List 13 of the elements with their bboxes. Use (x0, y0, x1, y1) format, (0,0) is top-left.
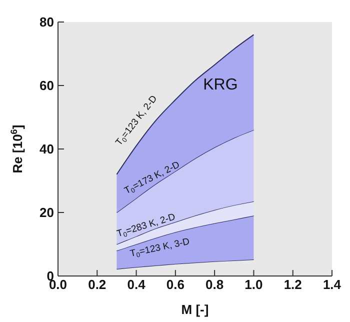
y-tick-label: 80 (40, 14, 54, 30)
x-tick-label: 0.2 (88, 277, 106, 292)
y-tick-label: 40 (40, 142, 54, 157)
y-tick-label: 60 (40, 78, 54, 94)
x-tick-label: 0.8 (206, 277, 224, 292)
y-tick-label: 20 (40, 205, 54, 220)
x-tick-label: 0.4 (127, 277, 146, 292)
x-tick-label: 1.2 (284, 277, 302, 292)
x-tick-label: 0.6 (166, 277, 184, 292)
annotation: KRG (203, 76, 238, 94)
x-tick-label: 1.0 (244, 277, 263, 292)
x-tick-label: 1.4 (322, 277, 342, 292)
x-axis-title: M [-] (181, 302, 209, 317)
